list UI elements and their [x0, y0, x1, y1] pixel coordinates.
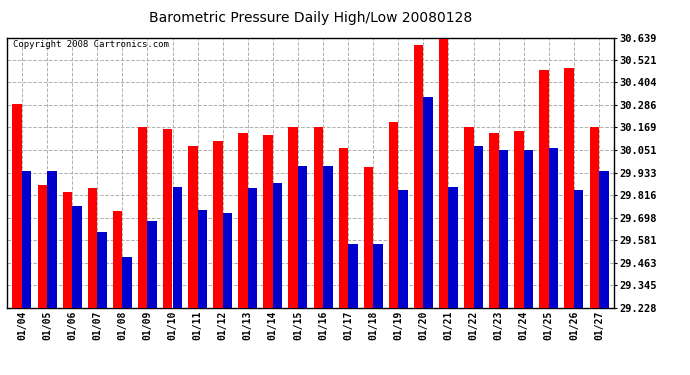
Bar — [288, 127, 298, 308]
Bar — [514, 131, 524, 308]
Bar — [148, 221, 157, 308]
Bar — [564, 68, 574, 308]
Bar — [414, 45, 424, 308]
Bar — [138, 127, 148, 308]
Bar — [122, 257, 132, 307]
Bar — [63, 192, 72, 308]
Bar — [223, 213, 233, 308]
Bar — [339, 148, 348, 308]
Bar — [313, 127, 323, 308]
Bar — [22, 171, 32, 308]
Bar — [47, 171, 57, 308]
Bar — [273, 183, 282, 308]
Bar — [88, 189, 97, 308]
Bar — [97, 232, 107, 308]
Bar — [499, 150, 509, 308]
Bar — [599, 171, 609, 308]
Bar — [464, 127, 473, 308]
Bar — [348, 244, 357, 308]
Bar — [323, 165, 333, 308]
Bar — [264, 135, 273, 308]
Bar — [540, 70, 549, 308]
Bar — [473, 146, 483, 308]
Bar — [574, 190, 584, 308]
Bar — [37, 184, 47, 308]
Bar — [549, 148, 558, 308]
Bar — [197, 210, 207, 308]
Bar — [439, 39, 449, 308]
Bar — [72, 206, 81, 308]
Bar — [188, 146, 197, 308]
Bar — [163, 129, 172, 308]
Bar — [213, 141, 223, 308]
Bar — [248, 189, 257, 308]
Bar — [589, 127, 599, 308]
Text: Copyright 2008 Cartronics.com: Copyright 2008 Cartronics.com — [13, 40, 169, 49]
Bar — [172, 187, 182, 308]
Bar — [489, 133, 499, 308]
Bar — [12, 104, 22, 308]
Bar — [424, 97, 433, 308]
Bar — [448, 187, 458, 308]
Bar — [364, 167, 373, 308]
Text: Barometric Pressure Daily High/Low 20080128: Barometric Pressure Daily High/Low 20080… — [149, 11, 472, 25]
Bar — [373, 244, 383, 308]
Bar — [524, 150, 533, 308]
Bar — [238, 133, 248, 308]
Bar — [112, 211, 122, 308]
Bar — [298, 165, 308, 308]
Bar — [398, 190, 408, 308]
Bar — [388, 122, 398, 308]
